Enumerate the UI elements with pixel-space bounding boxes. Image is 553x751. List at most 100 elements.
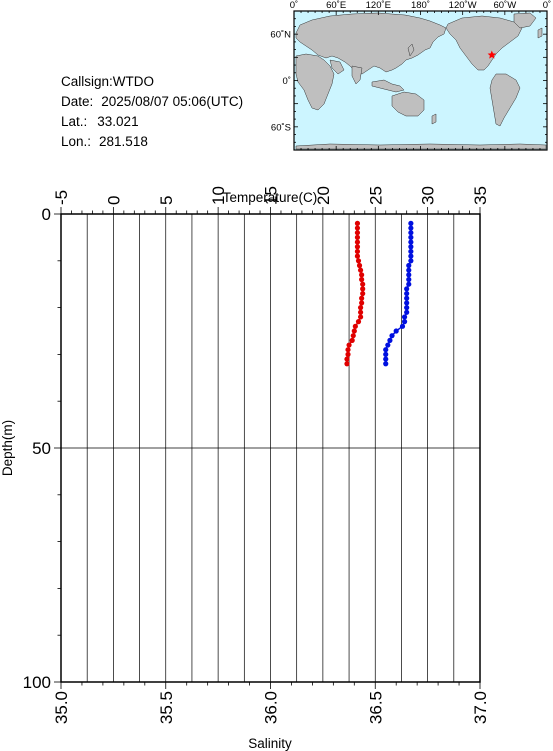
data-point xyxy=(406,267,412,273)
land-greenland xyxy=(513,12,537,29)
date-value: 2025/08/07 05:06(UTC) xyxy=(101,94,244,109)
data-point xyxy=(354,244,361,250)
temperature-axis-label: Temperature(C) xyxy=(223,190,318,205)
data-point xyxy=(383,347,389,353)
map-lon-label: 120˚W xyxy=(449,0,477,11)
data-point xyxy=(383,361,389,367)
temperature-tick-label: 10 xyxy=(209,186,228,205)
temperature-tick-labels: -5 0 5 10 15 20 25 30 35 xyxy=(52,186,490,205)
temperature-tick-label: 25 xyxy=(366,186,385,205)
lon-value: 281.518 xyxy=(99,134,148,149)
data-point xyxy=(404,295,410,301)
salinity-series xyxy=(383,220,414,367)
date-label: Date: xyxy=(61,94,94,109)
temperature-series xyxy=(344,220,366,367)
data-point xyxy=(355,258,362,264)
data-point xyxy=(356,262,363,269)
map-lon-label: 0˚ xyxy=(290,0,298,11)
map-lon-label: 60˚W xyxy=(493,0,516,11)
data-point xyxy=(360,281,366,287)
callsign-line: Callsign:WTDO xyxy=(61,73,154,90)
data-point xyxy=(354,225,361,231)
land-japan xyxy=(407,43,415,57)
map-land xyxy=(295,12,547,150)
data-point xyxy=(350,333,356,339)
lon-label: Lon.: xyxy=(61,134,92,149)
callsign-value: WTDO xyxy=(112,74,155,89)
land-africa xyxy=(295,53,335,111)
temperature-tick-label: 0 xyxy=(104,196,123,205)
data-point xyxy=(408,234,414,240)
data-point xyxy=(346,342,352,348)
data-point xyxy=(359,295,365,301)
temperature-tick-label: 20 xyxy=(314,186,333,205)
data-point xyxy=(404,286,410,292)
data-point xyxy=(408,244,414,250)
data-point xyxy=(359,272,365,278)
data-point xyxy=(383,351,389,357)
land-antarctica xyxy=(295,143,547,150)
data-point xyxy=(408,253,414,259)
data-point xyxy=(355,319,362,325)
star-icon xyxy=(487,50,497,59)
lat-value: 33.021 xyxy=(97,114,139,129)
temperature-tick-label: 15 xyxy=(262,186,281,205)
data-point xyxy=(359,276,365,283)
profile-plot: -5 0 5 10 15 20 25 30 35 35.0 35.5 36.0 36.5 37.0 05… xyxy=(0,186,490,751)
map-lon-label: 120˚E xyxy=(366,0,391,11)
data-point xyxy=(387,337,393,343)
data-point xyxy=(385,342,391,348)
data-point xyxy=(357,309,364,315)
data-point xyxy=(393,328,399,334)
land-indonesia xyxy=(371,79,405,93)
temperature-tick-label: 35 xyxy=(471,186,490,205)
map-labels: 0˚ 60˚E 120˚E 180˚ 120˚W 60˚W 0˚ 60˚N 0˚ 60˚S xyxy=(270,0,551,133)
data-point xyxy=(389,333,395,339)
data-point xyxy=(354,253,361,259)
salinity-axis-label: Salinity xyxy=(248,736,292,751)
salinity-tick-label: 35.0 xyxy=(52,691,71,724)
salinity-tick-labels: 35.0 35.5 36.0 36.5 37.0 xyxy=(52,691,490,724)
data-series xyxy=(344,220,414,367)
land-uk xyxy=(537,27,543,39)
lon-line: Lon.: 281.518 xyxy=(61,133,148,150)
data-point xyxy=(408,239,414,245)
data-point xyxy=(406,262,412,269)
data-point xyxy=(408,220,414,226)
data-point xyxy=(354,239,361,245)
map-lat-label: 60˚N xyxy=(270,30,291,41)
temperature-tick-label: 5 xyxy=(157,196,176,205)
data-point xyxy=(401,319,408,325)
data-point xyxy=(408,225,414,231)
depth-tick-label: 100 xyxy=(23,673,51,692)
salinity-tick-label: 36.5 xyxy=(366,691,385,724)
data-point xyxy=(349,337,355,343)
map-lat-label: 0˚ xyxy=(283,76,291,87)
data-point xyxy=(354,230,361,236)
land-north-america xyxy=(445,15,523,71)
data-point xyxy=(408,230,414,236)
data-point xyxy=(404,290,410,297)
map-lon-label: 60˚E xyxy=(326,0,346,11)
land-australia xyxy=(391,91,425,117)
data-point xyxy=(406,281,412,287)
callsign-label: Callsign: xyxy=(61,74,113,89)
data-point xyxy=(360,290,366,297)
depth-tick-label: 0 xyxy=(42,205,51,224)
land-eurasia xyxy=(295,12,447,75)
data-point xyxy=(354,220,361,226)
salinity-tick-label: 36.0 xyxy=(262,691,281,724)
world-map: 0˚ 60˚E 120˚E 180˚ 120˚W 60˚W 0˚ 60˚N 0˚ 60˚S xyxy=(270,0,551,151)
map-lat-label: 60˚S xyxy=(271,122,291,133)
data-point xyxy=(354,234,361,240)
data-point xyxy=(383,356,389,362)
date-line: Date: 2025/08/07 05:06(UTC) xyxy=(61,93,243,110)
data-point xyxy=(352,323,358,329)
data-point xyxy=(357,305,364,311)
data-point xyxy=(351,328,357,334)
land-south-america xyxy=(489,73,521,127)
data-point xyxy=(406,272,412,278)
data-point xyxy=(404,309,410,315)
temperature-tick-label: 30 xyxy=(419,186,438,205)
data-point xyxy=(406,276,412,283)
